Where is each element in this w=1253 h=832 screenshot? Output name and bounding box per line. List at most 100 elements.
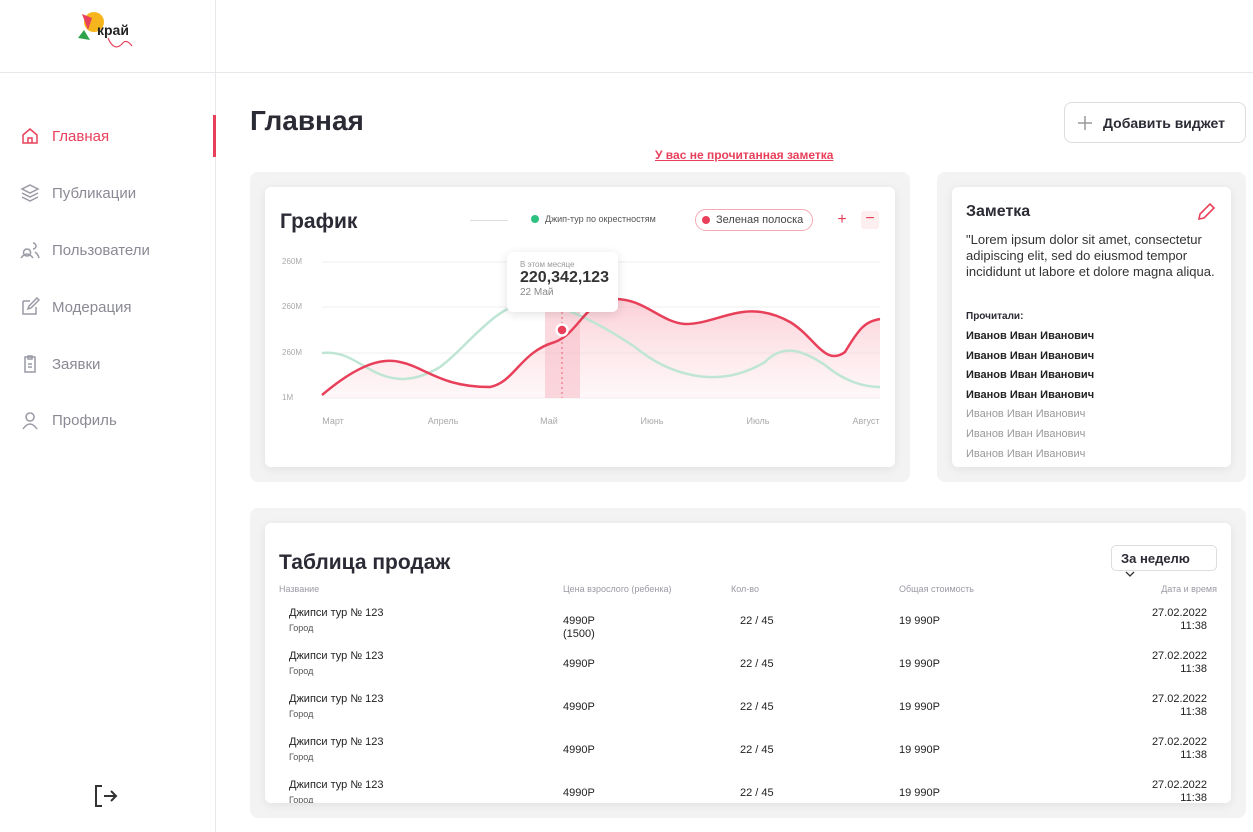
table-row: Джипси тур № 123 Город 4990Р 22 / 45 19 990Р… [265, 779, 1231, 803]
date: 27.02.2022 [1151, 650, 1207, 662]
read-label: Прочитали: [966, 311, 1024, 322]
date: 27.02.2022 [1151, 693, 1207, 705]
time: 11:38 [1180, 749, 1207, 761]
price: 4990Р [563, 787, 595, 799]
reader: Иванов Иван Иванович [966, 330, 1095, 342]
nav-icon [22, 297, 40, 315]
plus-icon [1078, 115, 1092, 130]
nav-item[interactable]: Пользователи [20, 240, 150, 260]
tour-name: Джипси тур № 123 [289, 779, 384, 791]
quantity: 22 / 45 [740, 701, 774, 713]
reader: Иванов Иван Иванович [966, 369, 1095, 382]
column-header: Кол-во [731, 584, 759, 594]
legend-dot [702, 216, 710, 224]
total: 19 990Р [899, 744, 940, 756]
tooltip-value: 220,342,123 [520, 269, 609, 286]
plot [321, 261, 881, 399]
date: 27.02.2022 [1151, 736, 1207, 748]
note-title: Заметка [966, 203, 1031, 220]
legend-dot [531, 215, 539, 223]
column-header: Дата и время [1161, 584, 1217, 594]
nav-label: Главная [52, 127, 110, 145]
nav-item[interactable]: Профиль [20, 410, 117, 430]
quantity: 22 / 45 [740, 615, 774, 627]
cursor-dot [555, 323, 569, 337]
nav-icon [24, 355, 36, 373]
reader: Иванов Иван Иванович [966, 408, 1086, 421]
tour-name: Джипси тур № 123 [289, 736, 384, 748]
nav-label: Пользователи [52, 241, 150, 259]
column-header: Название [279, 584, 320, 594]
tour-city: Город [289, 623, 314, 633]
x-tick-label: Март [322, 416, 344, 426]
note-card: Заметка "Lorem ipsum dolor sit amet, con… [952, 187, 1231, 467]
reader: Иванов Иван Иванович [966, 388, 1095, 401]
edit-icon[interactable] [1195, 201, 1217, 223]
chart-title: График [280, 210, 358, 233]
button-label: Добавить виджет [1103, 114, 1225, 131]
add-widget-button[interactable]: Добавить виджет [1064, 102, 1246, 143]
nav-item[interactable]: Публикации [20, 183, 136, 203]
area [322, 299, 880, 398]
reader: Иванов Иван Иванович [966, 349, 1095, 362]
table-row: Джипси тур № 123 Город 4990Р 22 / 45 19 990Р… [265, 650, 1231, 690]
x-tick-label: Июнь [640, 416, 664, 426]
tour-city: Город [289, 709, 314, 719]
nav-item[interactable]: Модерация [20, 297, 132, 317]
price: 4990Р [563, 658, 595, 670]
total: 19 990Р [899, 615, 940, 627]
quantity: 22 / 45 [740, 787, 774, 799]
total: 19 990Р [899, 701, 940, 713]
price: 4990Р [563, 701, 595, 713]
x-tick-label: Июль [746, 416, 770, 426]
y-tick-label: 260M [282, 302, 303, 311]
legend-pill[interactable]: Зеленая полоска [695, 209, 813, 231]
logo[interactable]: край [70, 8, 142, 60]
zoom-out[interactable]: − [861, 211, 879, 229]
nav-icon [20, 184, 40, 202]
y-tick-label: 260M [282, 348, 303, 357]
tooltip-caption: В этом месяце [520, 260, 575, 269]
reader: Иванов Иван Иванович [966, 447, 1086, 460]
tour-city: Город [289, 795, 314, 803]
unread-note-link[interactable]: У вас не прочитанная заметка [655, 148, 834, 162]
tour-name: Джипси тур № 123 [289, 607, 384, 619]
table-title: Таблица продаж [279, 551, 451, 574]
legend-line [470, 220, 508, 221]
header-border [0, 72, 1253, 73]
nav-label: Публикации [52, 184, 137, 202]
logo-text: край [97, 22, 129, 38]
quantity: 22 / 45 [740, 744, 774, 756]
logo-icon [78, 12, 133, 48]
nav-item[interactable]: Главная [20, 126, 109, 146]
x-tick-label: Апрель [427, 416, 459, 426]
nav-item[interactable]: Заявки [20, 354, 100, 374]
tour-name: Джипси тур № 123 [289, 693, 384, 705]
total: 19 990Р [899, 658, 940, 670]
nav-icon [22, 412, 38, 430]
tour-city: Город [289, 666, 314, 676]
nav-icon [22, 128, 38, 144]
tooltip: В этом месяце 220,342,123 22 Май [507, 252, 618, 312]
period-select[interactable]: За неделю [1111, 545, 1217, 577]
date: 27.02.2022 [1151, 607, 1207, 619]
reader: Иванов Иван Иванович [966, 428, 1086, 440]
time: 11:38 [1180, 792, 1207, 803]
table-row: Джипси тур № 123 Город 4990Р (1500) 22 / 45 1… [265, 607, 1231, 647]
sidebar-border [215, 0, 216, 832]
note-text: "Lorem ipsum dolor sit amet, consectetur… [966, 232, 1215, 279]
time: 11:38 [1180, 706, 1207, 718]
price: 4990Р [563, 615, 595, 627]
table-row: Джипси тур № 123 Город 4990Р 22 / 45 19 990Р… [265, 693, 1231, 733]
active-indicator [213, 115, 216, 157]
price: 4990Р [563, 744, 595, 756]
zoom-in[interactable]: + [837, 211, 847, 228]
legend-label: Зеленая полоска [716, 214, 804, 226]
logout-icon[interactable] [92, 782, 120, 810]
legend-label: Джип-тур по окрестностям [545, 214, 656, 224]
nav-label: Модерация [52, 298, 132, 316]
total: 19 990Р [899, 787, 940, 799]
table-row: Джипси тур № 123 Город 4990Р 22 / 45 19 990Р… [265, 736, 1231, 776]
chevron [1125, 571, 1135, 577]
